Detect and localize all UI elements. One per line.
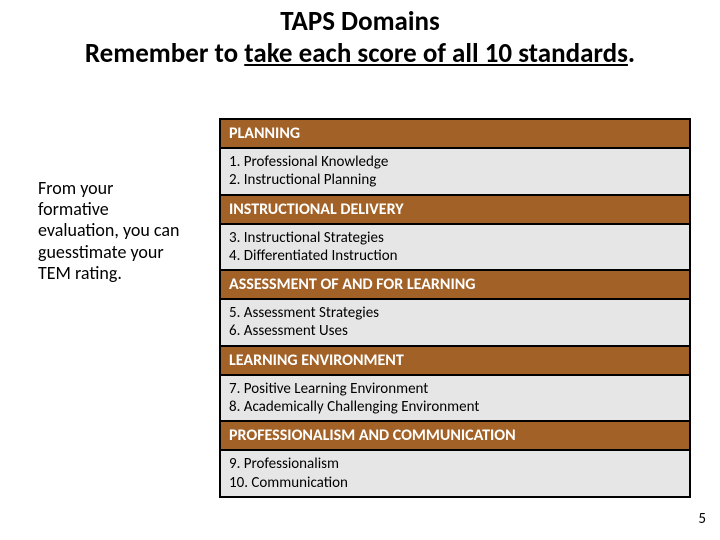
page-title: TAPS Domains Remember to take each score…	[0, 6, 720, 70]
domain-items: 3. Instructional Strategies4. Differenti…	[221, 225, 689, 272]
domain-header: INSTRUCTIONAL DELIVERY	[221, 196, 689, 225]
domain-items: 5. Assessment Strategies6. Assessment Us…	[221, 300, 689, 347]
domain-header: ASSESSMENT OF AND FOR LEARNING	[221, 271, 689, 300]
domain-header: LEARNING ENVIRONMENT	[221, 347, 689, 376]
title-line2-underlined: take each score of all 10 standards	[244, 37, 628, 70]
title-line-1: TAPS Domains	[0, 6, 720, 38]
title-line-2: Remember to take each score of all 10 st…	[0, 38, 720, 70]
domains-table: PLANNING 1. Professional Knowledge2. Ins…	[219, 118, 691, 498]
title-line2-pre: Remember to	[85, 37, 244, 70]
domain-items: 9. Professionalism10. Communication	[221, 451, 689, 496]
domain-header: PROFESSIONALISM AND COMMUNICATION	[221, 422, 689, 451]
page-number: 5	[698, 510, 706, 528]
domain-items: 7. Positive Learning Environment8. Acade…	[221, 376, 689, 423]
domain-header: PLANNING	[221, 120, 689, 149]
sidenote-text: From your formative evaluation, you can …	[38, 178, 188, 284]
slide: TAPS Domains Remember to take each score…	[0, 0, 720, 540]
domain-items: 1. Professional Knowledge2. Instructiona…	[221, 149, 689, 196]
title-line2-post: .	[628, 37, 635, 70]
